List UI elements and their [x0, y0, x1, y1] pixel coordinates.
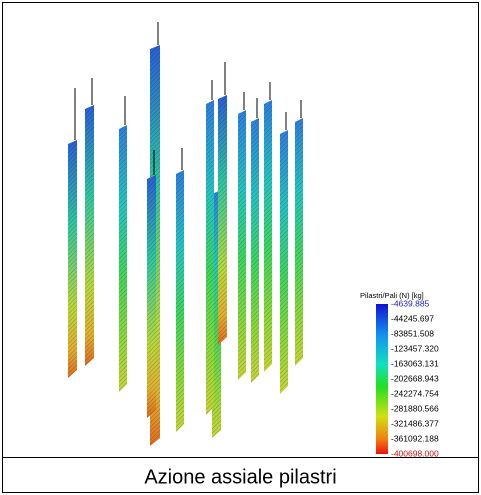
- column-hatch: [280, 130, 288, 394]
- column-hatch: [119, 125, 127, 392]
- legend-label: -83851.508: [391, 328, 434, 338]
- caption: Azione assiale pilastri: [144, 466, 336, 488]
- legend-label: -361092.188: [391, 433, 439, 443]
- legend-label: -281880.566: [391, 403, 439, 413]
- column-hatch: [68, 140, 77, 378]
- figure-page: Pilastri/Pali (N) [kg] -4639.885-44245.6…: [0, 0, 481, 495]
- legend-label: -400698.000: [391, 448, 439, 458]
- column-hatch: [147, 175, 156, 418]
- column-hatch: [206, 100, 214, 415]
- legend-label: -321486.377: [391, 418, 439, 428]
- column-hatch: [218, 95, 227, 345]
- column-hatch: [295, 118, 303, 366]
- legend-label: -163063.131: [391, 358, 439, 368]
- figure: Pilastri/Pali (N) [kg] -4639.885-44245.6…: [0, 0, 481, 495]
- legend-label: -44245.697: [391, 313, 434, 323]
- legend-label: -242274.754: [391, 388, 439, 398]
- legend-label: -4639.885: [391, 298, 430, 308]
- column-hatch: [85, 105, 94, 366]
- legend-color-bar: [376, 304, 388, 454]
- column-hatch: [264, 100, 272, 372]
- column-model: [68, 22, 303, 446]
- column-hatch: [251, 118, 259, 383]
- legend-labels: -4639.885 -44245.697 -83851.508 -123457.320…: [391, 298, 439, 458]
- legend-label: -202668.943: [391, 373, 439, 383]
- column-hatch: [176, 170, 184, 432]
- legend-label: -123457.320: [391, 343, 439, 353]
- column-hatch: [238, 110, 246, 380]
